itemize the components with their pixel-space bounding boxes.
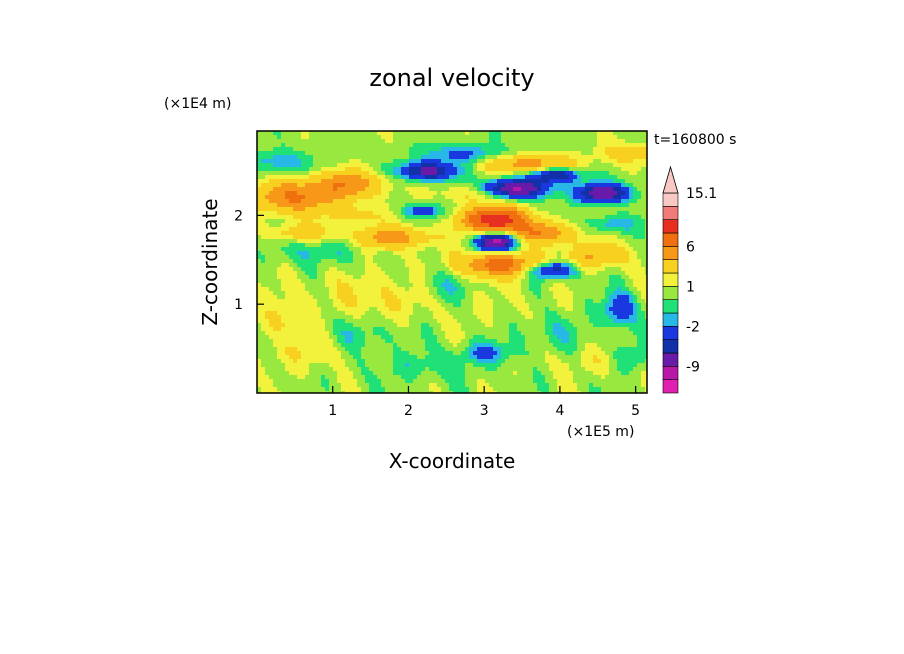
- x-tick-label: 5: [631, 403, 640, 419]
- colorbar-bin: [662, 352, 679, 367]
- colorbar-bin: [662, 326, 679, 340]
- colorbar: 15.1 6 1 -2 -9: [662, 165, 717, 394]
- plot-frame: [256, 130, 648, 394]
- y-axis-label: Z-coordinate: [198, 198, 222, 325]
- x-tick-label: 4: [555, 403, 564, 419]
- colorbar-bin: [662, 339, 679, 354]
- colorbar-label: 6: [686, 239, 695, 255]
- colorbar-bin: [662, 312, 679, 327]
- y-tick-label: 1: [234, 297, 243, 313]
- colorbar-bin: [662, 379, 679, 394]
- colorbar-bin: [662, 246, 679, 260]
- colorbar-extend-arrow: [662, 165, 679, 194]
- colorbar-bin: [662, 219, 679, 234]
- colorbar-label: 15.1: [686, 186, 717, 202]
- colorbar-label: -2: [686, 319, 700, 335]
- colorbar-bin: [662, 259, 679, 274]
- x-tick-label: 1: [328, 403, 337, 419]
- y-scale-label: (×1E4 m): [164, 96, 231, 112]
- x-axis-ticks: 1 2 3 4 5: [328, 386, 640, 419]
- colorbar-bin: [662, 299, 679, 314]
- colorbar-label: 1: [686, 279, 695, 295]
- x-tick-label: 3: [480, 403, 489, 419]
- colorbar-bin: [662, 286, 679, 300]
- colorbar-bin: [662, 366, 679, 380]
- y-tick-label: 2: [234, 208, 243, 224]
- velocity-field: [257, 131, 647, 393]
- colorbar-bin: [662, 272, 679, 287]
- chart-title: zonal velocity: [369, 64, 534, 92]
- time-label: t=160800 s: [654, 132, 736, 148]
- x-scale-label: (×1E5 m): [567, 424, 634, 440]
- x-tick-label: 2: [404, 403, 413, 419]
- x-axis-label: X-coordinate: [389, 449, 516, 473]
- y-axis-ticks: 12: [234, 208, 264, 313]
- colorbar-label: -9: [686, 359, 700, 375]
- colorbar-bin: [662, 206, 679, 220]
- colorbar-bin: [662, 232, 679, 247]
- colorbar-bin: [662, 192, 679, 207]
